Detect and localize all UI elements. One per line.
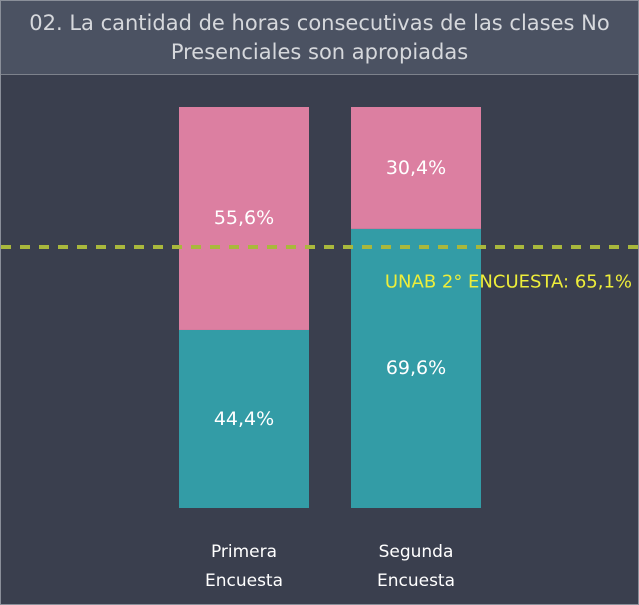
data-label: 55,6% — [213, 207, 275, 230]
reference-label: UNAB 2° ENCUESTA: 65,1% — [384, 271, 632, 293]
bar-segment — [351, 107, 481, 229]
x-tick-label: Primera Encuesta — [204, 542, 284, 591]
data-label: 30,4% — [385, 156, 447, 179]
bar-segment — [351, 228, 481, 509]
data-label: 69,6% — [385, 357, 447, 380]
bar-segment — [179, 107, 309, 330]
x-tick-label: Segunda Encuesta — [376, 542, 456, 591]
title-bar: 02. La cantidad de horas consecutivas de… — [1, 1, 638, 75]
bar-segment — [179, 329, 309, 508]
data-label: 44,4% — [213, 407, 275, 430]
chart-title: 02. La cantidad de horas consecutivas de… — [29, 11, 610, 64]
